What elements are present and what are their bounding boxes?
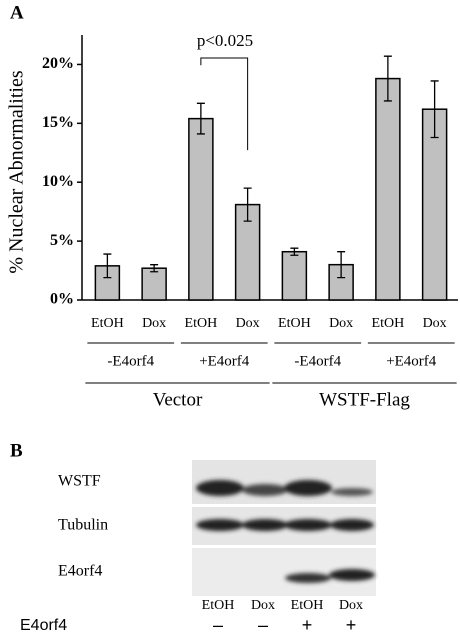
group-label: +E4orf4 <box>199 353 250 369</box>
group-label: +E4orf4 <box>386 353 437 369</box>
group-label: -E4orf4 <box>107 353 154 369</box>
x-tick-label: Dox <box>423 316 447 331</box>
treatment-sign: + <box>346 615 357 635</box>
y-tick-label: 10% <box>42 173 74 190</box>
bar <box>94 265 121 301</box>
row-label: Tubulin <box>58 517 108 534</box>
bar <box>188 117 214 301</box>
band <box>196 519 244 531</box>
band <box>284 480 332 496</box>
blot <box>192 460 376 596</box>
band <box>330 519 374 531</box>
annotation: p<0.025 <box>197 31 253 50</box>
y-axis-label: % Nuclear Abnormalities <box>6 70 28 273</box>
error-bar <box>337 251 346 279</box>
supergroup-label: Vector <box>153 389 203 410</box>
band <box>331 488 373 496</box>
group-label: -E4orf4 <box>294 353 341 369</box>
x-tick-label: EtOH <box>91 316 124 331</box>
x-tick-label: EtOH <box>185 316 218 331</box>
y-tick-label: 20% <box>42 55 74 72</box>
x-tick-label: Dox <box>329 316 353 331</box>
band <box>285 573 331 583</box>
x-tick-label: Dox <box>142 316 166 331</box>
band <box>329 569 375 581</box>
lane-label: Dox <box>339 598 363 613</box>
y-tick-label: 0% <box>50 291 74 308</box>
x-tick-label: EtOH <box>278 316 311 331</box>
treatment-sign: + <box>302 615 313 635</box>
row-label: E4orf4 <box>58 563 102 580</box>
error-bar <box>383 55 392 102</box>
lane-label: Dox <box>251 598 275 613</box>
bar <box>375 77 401 301</box>
treatment-sign: – <box>213 615 223 635</box>
supergroup-label: WSTF-Flag <box>319 389 410 410</box>
error-bar <box>103 253 112 279</box>
band <box>242 519 288 531</box>
treatment-sign: – <box>258 615 268 635</box>
band <box>242 484 288 496</box>
bar <box>141 267 167 301</box>
panel-label: A <box>10 2 24 23</box>
y-tick-label: 15% <box>42 114 74 131</box>
x-tick-label: Dox <box>236 316 260 331</box>
lane-label: EtOH <box>291 598 324 613</box>
error-bar <box>150 264 159 273</box>
error-bar <box>243 187 252 222</box>
treatment-label: E4orf4 <box>20 617 67 634</box>
error-bar <box>196 102 205 135</box>
significance-bracket <box>200 57 249 151</box>
band <box>196 480 244 496</box>
bar <box>281 250 308 301</box>
row-label: WSTF <box>58 473 101 490</box>
x-tick-label: EtOH <box>372 316 405 331</box>
panel-label: B <box>10 440 23 461</box>
bar <box>421 108 448 301</box>
y-tick-label: 5% <box>50 232 74 249</box>
band <box>284 519 332 531</box>
error-bar <box>290 247 299 256</box>
lane-label: EtOH <box>202 598 235 613</box>
error-bar <box>430 80 439 139</box>
